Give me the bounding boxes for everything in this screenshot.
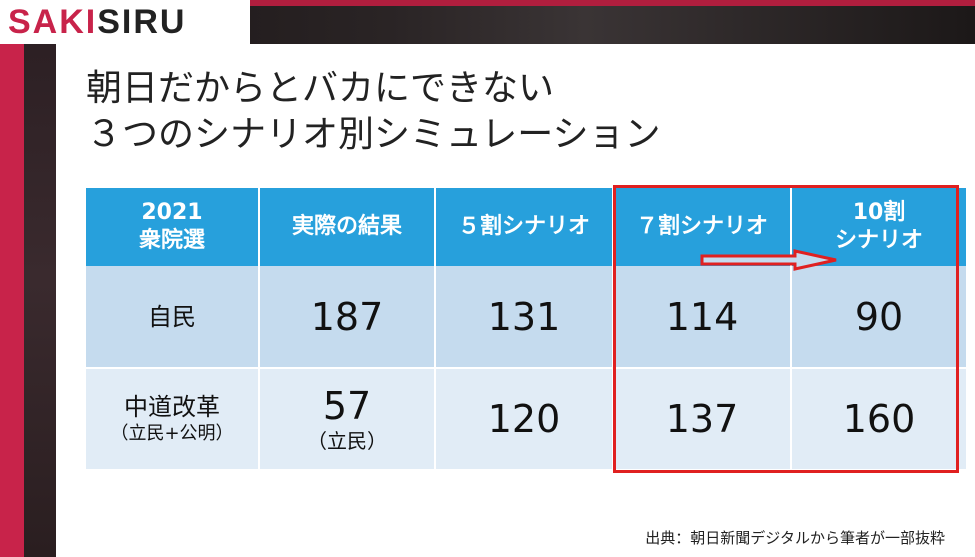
scenario-50-value: 120 (487, 397, 561, 441)
header-actual: 実際の結果 (260, 188, 436, 266)
header-election: 2021 衆院選 (86, 188, 260, 266)
header-scenario-100: 10割 シナリオ (792, 188, 966, 266)
header-scenario-70-label: ７割シナリオ (635, 214, 768, 239)
scenario-70-value: 114 (665, 294, 739, 339)
scenario-100-value: 160 (842, 397, 916, 441)
slide: 朝日だからとバカにできない ３つのシナリオ別シミュレーション 2021 衆院選 … (56, 44, 975, 557)
slide-title: 朝日だからとバカにできない ３つのシナリオ別シミュレーション (86, 66, 661, 158)
cell-actual: 57 （立民） (260, 369, 436, 469)
cell-actual: 187 (260, 266, 436, 369)
cell-scenario-100: 160 (792, 369, 966, 469)
party-name: 中道改革 (124, 393, 220, 421)
table-row: 自民 187 131 114 90 (86, 266, 966, 369)
actual-value: 57 (322, 384, 372, 428)
header-scenario-100-line1: 10割 (852, 200, 906, 225)
header-scenario-70: ７割シナリオ (614, 188, 792, 266)
header-election-name: 衆院選 (138, 228, 205, 253)
scenario-100-value: 90 (854, 294, 904, 339)
title-line1: 朝日だからとバカにできない (86, 68, 555, 109)
actual-value: 187 (310, 294, 384, 339)
header-actual-label: 実際の結果 (291, 214, 402, 239)
left-accent-bar (0, 44, 24, 557)
scenario-70-value: 137 (665, 397, 739, 441)
table-header-row: 2021 衆院選 実際の結果 ５割シナリオ ７割シナリオ 10割 シナリオ (86, 188, 966, 266)
header-scenario-50: ５割シナリオ (436, 188, 614, 266)
cell-scenario-70: 114 (614, 266, 792, 369)
party-subname: （立民+公明） (110, 423, 234, 444)
logo-part2: SIRU (97, 3, 187, 41)
source-note: 出典：朝日新聞デジタルから筆者が一部抜粋 (645, 529, 945, 547)
header-election-year: 2021 (141, 200, 203, 225)
party-name: 自民 (148, 302, 196, 331)
cell-scenario-50: 120 (436, 369, 614, 469)
cell-scenario-70: 137 (614, 369, 792, 469)
logo: SAKISIRU (0, 0, 250, 44)
scenario-50-value: 131 (487, 294, 561, 339)
header-scenario-50-label: ５割シナリオ (457, 214, 590, 239)
logo-part1: SAKI (8, 3, 98, 41)
cell-party: 中道改革 （立民+公明） (86, 369, 260, 469)
scenario-table: 2021 衆院選 実際の結果 ５割シナリオ ７割シナリオ 10割 シナリオ (86, 188, 966, 469)
header-scenario-100-line2: シナリオ (834, 228, 923, 253)
cell-scenario-100: 90 (792, 266, 966, 369)
title-line2: ３つのシナリオ別シミュレーション (86, 114, 661, 155)
top-accent-bar (250, 0, 975, 6)
cell-scenario-50: 131 (436, 266, 614, 369)
table-row: 中道改革 （立民+公明） 57 （立民） 120 137 160 (86, 369, 966, 469)
cell-party: 自民 (86, 266, 260, 369)
logo-text: SAKISIRU (8, 2, 186, 42)
actual-subnote: （立民） (307, 429, 387, 453)
